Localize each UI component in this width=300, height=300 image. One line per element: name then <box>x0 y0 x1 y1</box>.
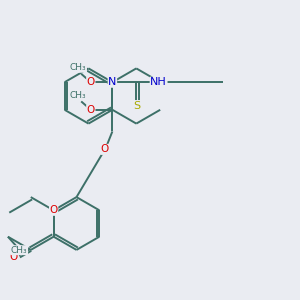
Text: S: S <box>134 100 141 111</box>
Text: N: N <box>108 77 117 87</box>
Text: O: O <box>101 144 109 154</box>
Text: NH: NH <box>150 77 167 87</box>
Text: O: O <box>50 205 58 215</box>
Text: CH₃: CH₃ <box>11 246 28 255</box>
Text: O: O <box>87 105 95 115</box>
Text: CH₃: CH₃ <box>70 91 86 100</box>
Text: O: O <box>10 251 18 262</box>
Text: O: O <box>87 77 95 87</box>
Text: CH₃: CH₃ <box>70 63 86 72</box>
